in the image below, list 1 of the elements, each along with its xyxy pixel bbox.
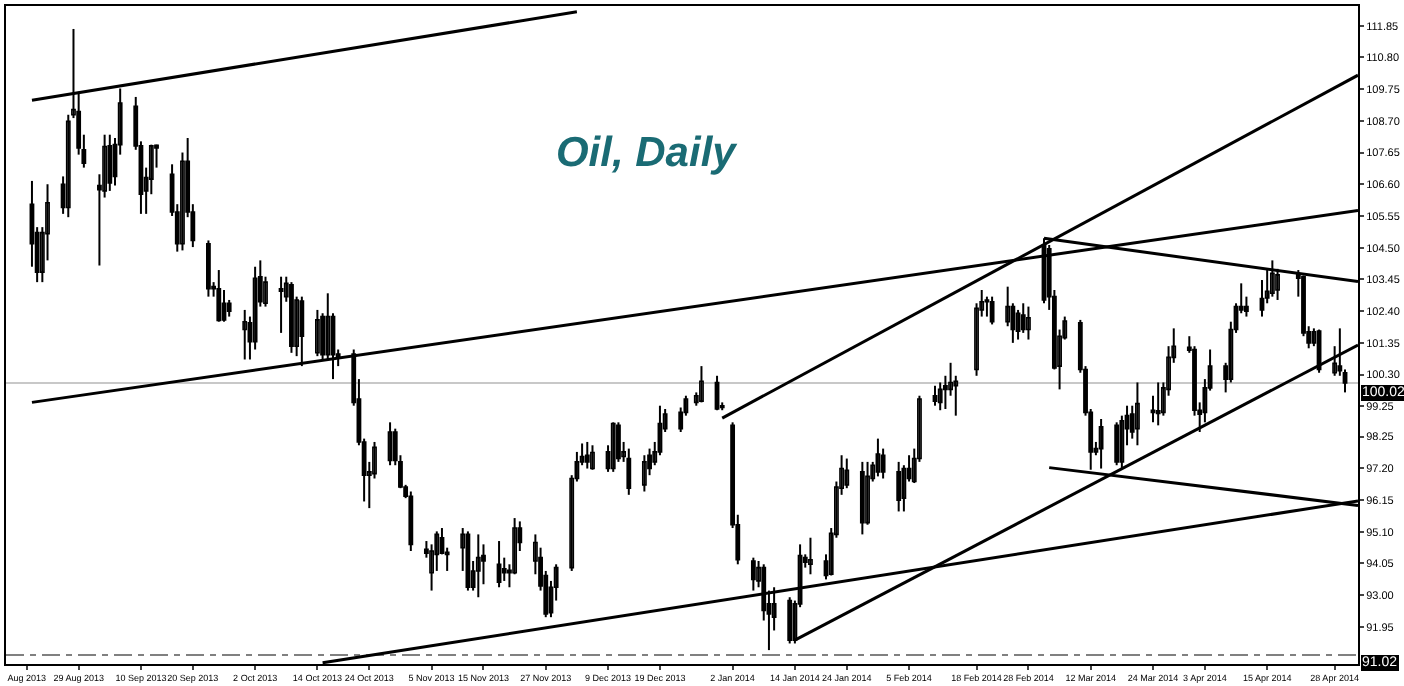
text: Oil, Daily xyxy=(555,129,739,176)
